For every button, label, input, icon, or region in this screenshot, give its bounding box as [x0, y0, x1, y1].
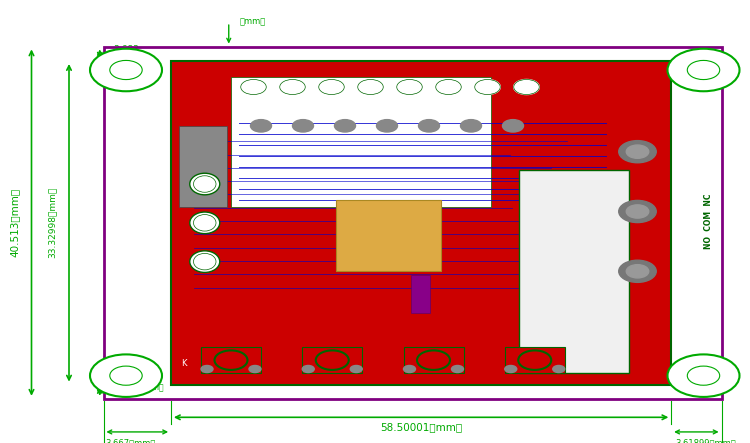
Bar	[505, 347, 565, 373]
Circle shape	[626, 145, 649, 158]
Ellipse shape	[194, 176, 216, 192]
Text: K: K	[181, 359, 187, 368]
Circle shape	[292, 120, 314, 132]
Text: （mm）: （mm）	[113, 62, 140, 71]
Bar	[178, 126, 227, 206]
Bar	[201, 347, 261, 373]
Circle shape	[460, 120, 482, 132]
Circle shape	[626, 205, 649, 218]
Circle shape	[397, 79, 422, 94]
Circle shape	[668, 49, 740, 91]
Text: （mm）: （mm）	[240, 18, 266, 27]
Circle shape	[619, 200, 656, 222]
Bar	[231, 77, 491, 206]
Circle shape	[668, 354, 740, 397]
Ellipse shape	[190, 251, 220, 272]
Text: 3.5002（mm）: 3.5002（mm）	[113, 383, 164, 392]
Circle shape	[251, 120, 272, 132]
Bar	[302, 347, 362, 373]
Circle shape	[419, 120, 440, 132]
Text: 3.683: 3.683	[113, 45, 140, 54]
Circle shape	[475, 79, 500, 94]
Circle shape	[90, 354, 162, 397]
Bar	[104, 47, 722, 399]
Bar	[404, 347, 464, 373]
Circle shape	[687, 366, 720, 385]
Text: 3.61899（mm）: 3.61899（mm）	[675, 439, 736, 443]
Circle shape	[319, 79, 344, 94]
Circle shape	[503, 120, 524, 132]
Circle shape	[619, 260, 656, 282]
Circle shape	[90, 49, 162, 91]
Circle shape	[505, 365, 517, 373]
Circle shape	[436, 79, 461, 94]
Ellipse shape	[190, 173, 220, 195]
Circle shape	[619, 140, 656, 163]
Circle shape	[358, 79, 383, 94]
Circle shape	[514, 79, 539, 94]
Circle shape	[553, 365, 565, 373]
Circle shape	[302, 365, 314, 373]
Text: 3.667（mm）: 3.667（mm）	[106, 439, 156, 443]
Circle shape	[249, 365, 261, 373]
Bar	[411, 275, 430, 313]
Circle shape	[626, 264, 649, 278]
Text: 40.513（mm）: 40.513（mm）	[10, 188, 20, 257]
Text: 33.32998（mm）: 33.32998（mm）	[48, 187, 57, 258]
Ellipse shape	[194, 253, 216, 270]
Circle shape	[110, 60, 142, 80]
Circle shape	[404, 365, 416, 373]
Ellipse shape	[190, 212, 220, 233]
Circle shape	[452, 365, 464, 373]
Bar	[519, 170, 628, 373]
Circle shape	[241, 79, 266, 94]
Bar	[336, 200, 441, 271]
Circle shape	[110, 366, 142, 385]
Ellipse shape	[194, 214, 216, 231]
Bar	[171, 61, 671, 385]
Circle shape	[334, 120, 356, 132]
Text: NO  COM  NC: NO COM NC	[704, 194, 713, 249]
Circle shape	[280, 79, 305, 94]
Circle shape	[350, 365, 362, 373]
Circle shape	[376, 120, 398, 132]
Circle shape	[687, 60, 720, 80]
Circle shape	[201, 365, 213, 373]
Text: 58.50001（mm）: 58.50001（mm）	[380, 423, 462, 433]
